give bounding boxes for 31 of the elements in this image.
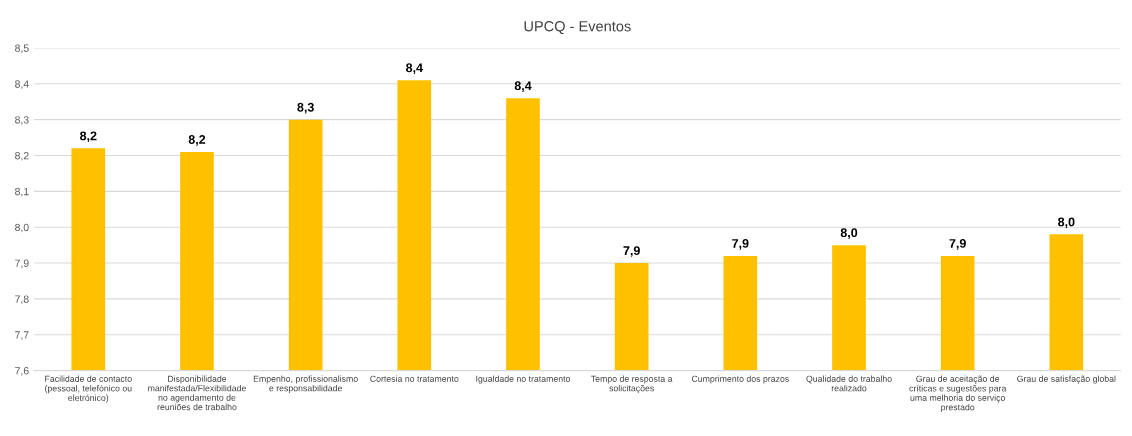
y-tick-label: 8,2: [15, 152, 29, 161]
data-label: 7,9: [949, 239, 966, 250]
y-tick-label: 8,3: [15, 116, 29, 125]
data-label: 7,9: [623, 246, 640, 257]
x-tick-label: Facilidade de contacto (pessoal, telefónico ou eletrónico): [45, 375, 132, 403]
data-label: 8,0: [840, 228, 858, 239]
x-tick-label: Empenho, profissionalismo e responsabilidade: [253, 375, 358, 394]
x-tick-label: Grau de aceitação de críticas e sugestões para uma melhoria do serviço prestado: [909, 375, 1007, 413]
data-label: 8,2: [80, 131, 97, 143]
x-tick-label: Cortesia no tratamento: [370, 375, 459, 382]
y-tick-label: 7,7: [15, 331, 29, 340]
data-label: 8,4: [514, 81, 532, 92]
y-tick-label: 7,9: [15, 259, 29, 269]
data-label: 8,3: [297, 102, 314, 114]
x-tick-label: Igualdade no tratamento: [476, 375, 571, 384]
y-tick-label: 7,6: [15, 367, 29, 376]
x-tick-label: Tempo de resposta a solicitações: [591, 375, 673, 394]
chart-title: UPCQ - Eventos: [524, 21, 631, 35]
y-tick-label: 8,5: [15, 44, 29, 54]
x-tick-label: Qualidade do trabalho realizado: [806, 375, 892, 392]
data-label: 8,4: [406, 63, 423, 75]
data-label: 8,2: [188, 135, 206, 146]
x-tick-label: Grau de satisfação global: [1017, 375, 1116, 384]
y-tick-label: 8,0: [15, 223, 29, 233]
y-tick-label: 8,4: [15, 80, 29, 89]
data-label: 8,0: [1058, 217, 1075, 229]
y-tick-label: 7,8: [15, 295, 29, 305]
data-label: 7,9: [732, 239, 749, 250]
x-tick-label: Disponibilidade manifestada/Flexibilidade no agendamento de reuniões de trabalho: [148, 375, 246, 411]
x-tick-label: Cumprimento dos prazos: [691, 375, 789, 384]
y-tick-label: 8,1: [15, 187, 29, 197]
